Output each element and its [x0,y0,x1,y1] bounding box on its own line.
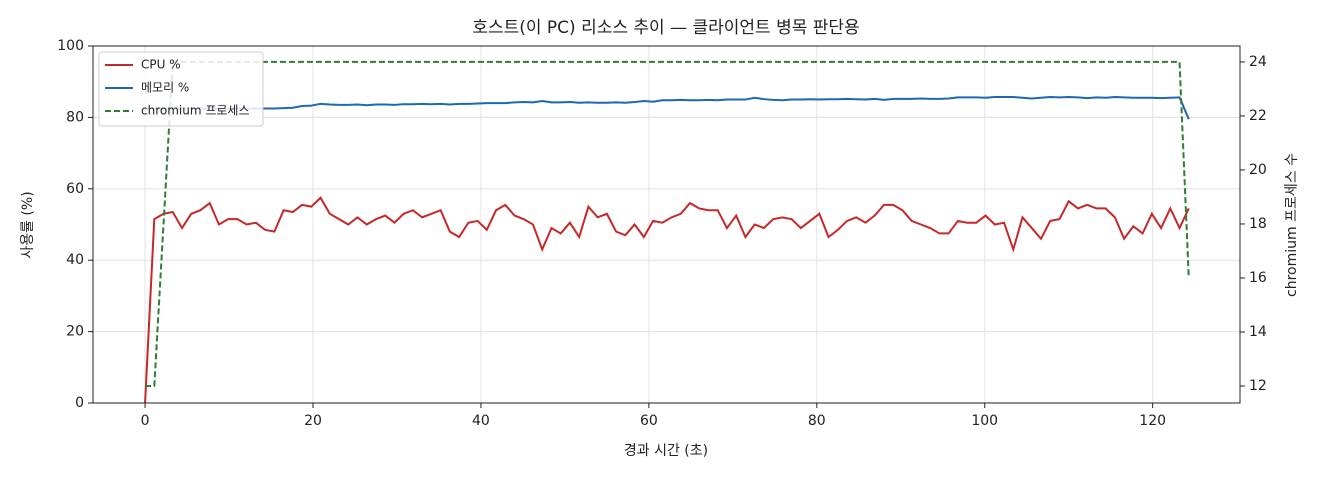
y2-tick-label: 24 [1249,54,1267,70]
data-line [145,96,1190,120]
data-line [144,196,1190,404]
chart-title: 호스트(이 PC) 리소스 추이 — 클라이언트 병목 판단용 [472,18,859,38]
legend-label: CPU % [141,58,181,72]
y-tick-label: 60 [66,181,84,197]
y-tick-label: 40 [66,252,84,268]
y2-tick-label: 18 [1249,216,1267,232]
legend-label: chromium 프로세스 [141,104,250,118]
y2-tick-label: 22 [1249,108,1267,124]
y2-tick-label: 14 [1249,324,1267,340]
y-tick-label: 0 [75,395,84,411]
x-tick-label: 120 [1139,413,1166,429]
x-tick-label: 20 [304,413,322,429]
y-tick-label: 20 [66,324,84,340]
y2-tick-label: 12 [1249,378,1267,394]
x-tick-label: 0 [141,413,150,429]
y2-axis-label: chromium 프로세스 수 [1284,153,1300,297]
y-tick-label: 80 [66,109,84,125]
legend-label: 메모리 % [141,81,189,95]
x-tick-label: 40 [472,413,490,429]
x-axis-label: 경과 시간 (초) [624,443,708,459]
y2-tick-label: 16 [1249,270,1267,286]
x-tick-label: 60 [640,413,658,429]
legend: CPU % 메모리 % chromium 프로세스 [98,51,264,127]
y-axis-label: 사용률 (%) [20,191,36,258]
legend-box [98,51,264,127]
x-tick-label: 80 [808,413,826,429]
x-tick-label: 100 [971,413,998,429]
plot-frame [92,45,1241,404]
data-line [145,60,1190,387]
y2-tick-label: 20 [1249,162,1267,178]
y-tick-label: 100 [57,38,84,54]
